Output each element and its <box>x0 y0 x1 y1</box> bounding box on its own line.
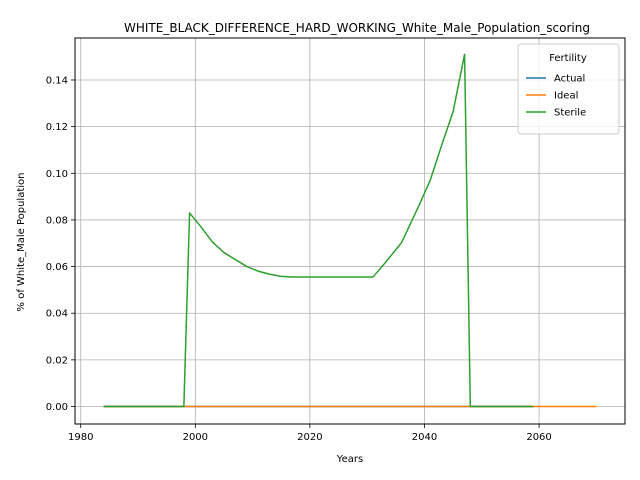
y-tick-label: 0.02 <box>46 355 68 366</box>
legend-label-actual: Actual <box>554 74 585 85</box>
x-tick-label: 2020 <box>297 432 322 443</box>
y-tick-label: 0.12 <box>46 122 68 133</box>
legend-title: Fertility <box>549 53 587 64</box>
y-axis-label: % of White_Male Population <box>16 173 27 312</box>
y-tick-label: 0.10 <box>46 169 68 180</box>
y-tick-label: 0.04 <box>46 309 68 320</box>
legend-label-sterile: Sterile <box>554 108 586 119</box>
x-tick-label: 2000 <box>183 432 208 443</box>
x-tick-label: 2060 <box>526 432 551 443</box>
series-line-sterile <box>103 53 534 408</box>
x-axis-label: Years <box>336 454 363 465</box>
x-tick-label: 2040 <box>412 432 437 443</box>
x-axis: 1980 2000 2020 2040 2060 <box>68 424 552 443</box>
y-tick-label: 0.00 <box>46 402 68 413</box>
y-tick-label: 0.08 <box>46 215 68 226</box>
series-lines <box>103 53 597 408</box>
chart-title: WHITE_BLACK_DIFFERENCE_HARD_WORKING_Whit… <box>124 21 590 35</box>
y-axis: 0.00 0.02 0.04 0.06 0.08 0.10 0.12 0.14 <box>46 75 75 413</box>
x-tick-label: 1980 <box>68 432 93 443</box>
plot-frame <box>74 37 626 425</box>
y-tick-label: 0.14 <box>46 75 68 86</box>
y-tick-label: 0.06 <box>46 262 68 273</box>
legend: Fertility Actual Ideal Sterile <box>517 43 620 135</box>
legend-label-ideal: Ideal <box>554 91 578 102</box>
